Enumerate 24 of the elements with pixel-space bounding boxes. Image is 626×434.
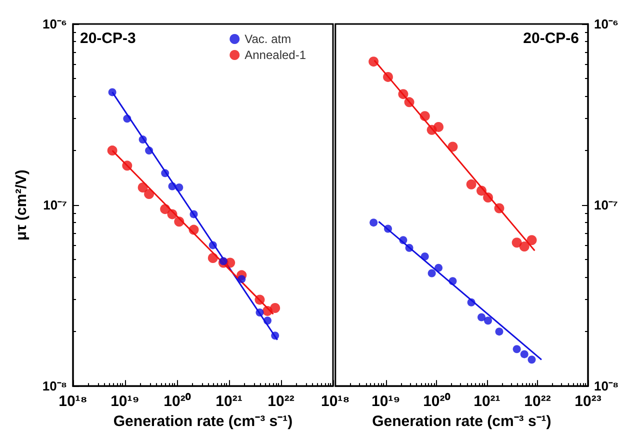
x-tick-label: 10²⁰: [423, 392, 451, 410]
x-tick-label: 10²²: [524, 393, 551, 410]
y-axis-title: μτ (cm²/V): [13, 170, 30, 240]
x-axis-title: Generation rate (cm⁻³ s⁻¹): [372, 413, 552, 430]
x-axis-title: Generation rate (cm⁻³ s⁻¹): [113, 413, 293, 430]
y-tick-label: 10⁻⁸: [42, 378, 67, 394]
chart-title: 20-CP-3: [80, 30, 136, 47]
x-tick-label: 10¹⁸: [58, 393, 88, 410]
x-tick-label: 10²²: [268, 393, 294, 410]
y-tick-label: 10⁻⁶: [594, 16, 618, 32]
legend-label: Annealed-1: [244, 48, 306, 62]
y-tick-label: 10⁻⁷: [43, 198, 67, 213]
x-tick-label: 10¹⁹: [110, 393, 140, 410]
y-tick-label: 10⁻⁷: [594, 198, 618, 213]
y-tick-label: 10⁻⁶: [42, 16, 68, 32]
legend-label: Vac. atm: [244, 32, 292, 46]
y-tick-label: 10⁻⁸: [594, 378, 619, 394]
x-tick-label: 10¹⁹: [372, 393, 400, 410]
x-tick-label: 10¹⁸: [320, 393, 350, 410]
x-tick-label: 10²¹: [216, 393, 242, 410]
chart-title: 20-CP-6: [523, 30, 580, 47]
x-tick-label: 10²³: [574, 393, 602, 410]
x-tick-label: 10²⁰: [164, 392, 192, 410]
x-tick-label: 10²¹: [474, 393, 500, 410]
